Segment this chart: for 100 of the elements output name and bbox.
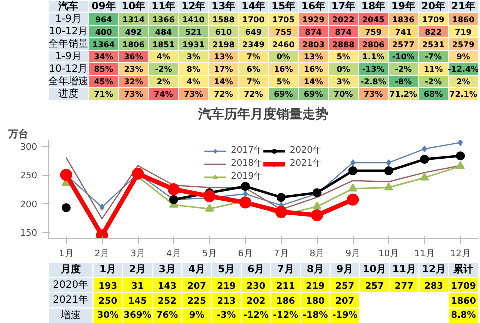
- y-tick-label: 1-9月: [55, 14, 82, 25]
- point: [422, 146, 428, 153]
- y-tick-label: 1-9月: [55, 51, 82, 62]
- data-label: 822: [425, 28, 442, 37]
- data-label: 2045: [362, 15, 386, 24]
- data-label: 70%: [334, 90, 354, 99]
- data-label: 2531: [422, 40, 446, 50]
- data-label: 1700: [242, 15, 266, 24]
- data-label: 207: [188, 282, 206, 292]
- point: [312, 202, 322, 210]
- data-label: -18%: [302, 310, 328, 321]
- x-tick-label: 5月: [202, 250, 218, 260]
- data-label: 610: [215, 28, 232, 37]
- x-tick-label: 6月: [238, 250, 253, 260]
- data-label: 73%: [124, 90, 144, 99]
- data-label: 1705: [272, 15, 296, 24]
- data-label: 225: [188, 297, 206, 308]
- x-tick-label: 2月: [129, 264, 146, 276]
- data-label: -7%: [425, 52, 442, 62]
- data-label: 180: [306, 297, 325, 308]
- data-label: 1931: [182, 40, 206, 50]
- x-tick-label: 8月: [310, 250, 325, 260]
- data-label: 1314: [122, 15, 146, 24]
- y-tick-label: 全年销量: [48, 38, 89, 50]
- data-label: 5%: [276, 77, 290, 86]
- data-label: 68%: [424, 90, 444, 99]
- x-tick-label: 13年: [212, 0, 236, 12]
- data-label: 759: [365, 28, 382, 37]
- data-label: 11%: [424, 64, 444, 74]
- data-label: 219: [217, 282, 236, 292]
- data-label: 2579: [452, 40, 476, 50]
- x-tick-label: 10月: [378, 250, 400, 260]
- x-tick-label: 14年: [242, 0, 266, 12]
- x-tick-label: 1月: [59, 250, 74, 260]
- x-tick-label: 11年: [152, 0, 176, 12]
- x-tick-label: 9月: [336, 264, 354, 276]
- legend-label: 2018年: [231, 158, 263, 170]
- data-label: 1588: [212, 15, 236, 24]
- data-label: 8%: [186, 64, 201, 74]
- data-label: 649: [245, 28, 262, 37]
- x-tick-label: 5月: [218, 264, 236, 276]
- data-label: 492: [125, 28, 142, 37]
- data-label: 1410: [182, 15, 206, 24]
- data-label: 2806: [362, 40, 386, 50]
- data-label: 69%: [274, 90, 294, 99]
- point: [311, 209, 324, 222]
- data-label: 252: [158, 297, 177, 308]
- point: [348, 166, 358, 176]
- data-label: 4%: [186, 77, 201, 86]
- x-tick-label: 11月: [392, 264, 416, 276]
- data-label: -12%: [244, 310, 269, 321]
- x-tick-label: 1月: [100, 264, 117, 276]
- x-tick-label: 2月: [94, 250, 110, 260]
- x-tick-label: 累计: [452, 264, 474, 276]
- data-label: 2888: [332, 40, 356, 50]
- x-tick-label: 15年: [272, 0, 296, 12]
- point: [60, 169, 72, 182]
- data-label: 73%: [184, 90, 204, 99]
- data-label: -2%: [395, 64, 412, 74]
- y-tick-label: 全年增速: [48, 75, 89, 88]
- y-axis-title: 万台: [8, 128, 28, 140]
- data-label: 219: [306, 282, 325, 292]
- point: [276, 193, 286, 202]
- point: [243, 190, 248, 198]
- data-label: 230: [246, 282, 266, 292]
- data-label: 719: [455, 28, 472, 37]
- data-label: 1366: [152, 15, 176, 24]
- data-label: 400: [95, 28, 113, 37]
- point: [347, 194, 360, 206]
- data-label: 76%: [156, 310, 178, 321]
- point: [456, 161, 466, 170]
- data-label: 1860: [451, 297, 476, 308]
- data-label: -13%: [362, 64, 385, 74]
- x-tick-label: 16年: [302, 0, 326, 12]
- x-tick-label: 3月: [130, 250, 146, 260]
- data-label: 16%: [274, 64, 294, 74]
- data-label: 17%: [214, 64, 234, 74]
- data-label: -2.8%: [360, 77, 386, 86]
- data-label: 6%: [246, 64, 260, 74]
- point: [350, 159, 356, 166]
- data-label: 1806: [122, 40, 146, 50]
- point: [456, 152, 466, 161]
- y-tick-label: 进度: [58, 88, 79, 100]
- x-tick-label: 8月: [307, 264, 324, 276]
- y-tick-label: 10-12月: [49, 64, 88, 75]
- x-tick-label: 19年: [392, 0, 416, 12]
- data-label: 4%: [156, 52, 171, 62]
- data-label: 1860: [452, 15, 476, 24]
- y-tick-label: 200: [20, 200, 38, 210]
- y-tick-label: 150: [20, 229, 38, 240]
- point: [132, 168, 144, 180]
- y-tick-label: 10-12月: [49, 26, 88, 38]
- point: [420, 155, 430, 164]
- data-label: 13%: [214, 52, 234, 62]
- x-tick-label: 6月: [248, 264, 265, 276]
- data-label: 1709: [451, 282, 476, 292]
- data-label: 0%: [276, 52, 290, 62]
- point: [100, 204, 105, 211]
- data-label: 9%: [189, 310, 205, 321]
- data-label: -8%: [395, 77, 412, 86]
